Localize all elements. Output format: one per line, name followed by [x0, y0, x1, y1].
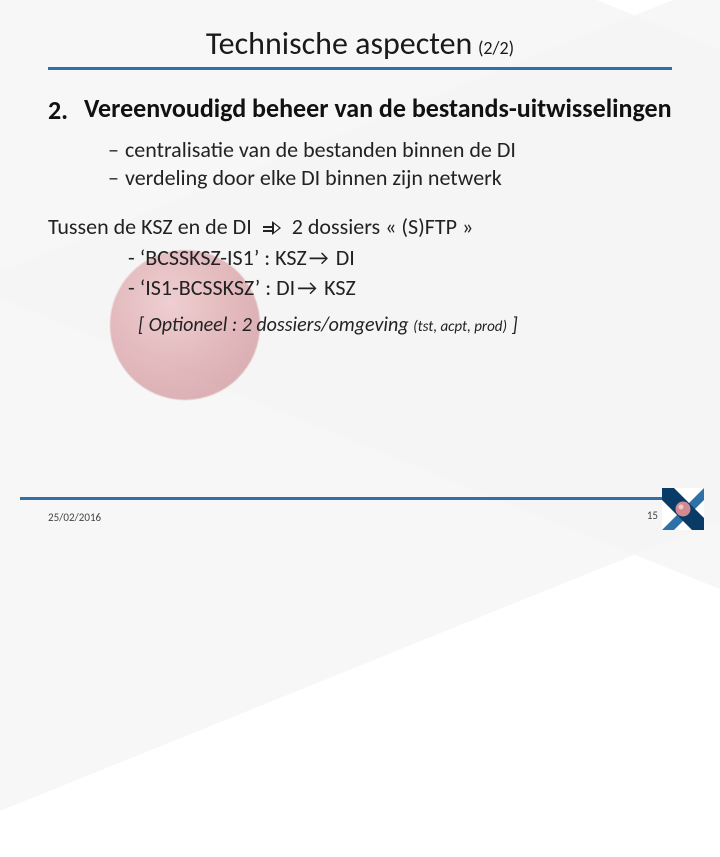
title-underline [48, 67, 672, 70]
bullet-text: verdeling door elke DI binnen zijn netwe… [125, 164, 502, 191]
slide-title: Technische aspecten [206, 24, 472, 63]
bullet-text: centralisatie van de bestanden binnen de… [125, 136, 516, 163]
footer-rule [20, 497, 698, 500]
list-item: –verdeling door elke DI binnen zijn netw… [108, 164, 672, 192]
arrow-right-outline-icon [263, 221, 281, 235]
body-line-1: - ‘BCSSKSZ-IS1’ : KSZ→ DI [128, 244, 672, 273]
body-line-2: - ‘IS1-BCSSKSZ’ : DI→ KSZ [128, 274, 672, 303]
list-item: –centralisatie van de bestanden binnen d… [108, 136, 672, 164]
footer-date: 25/02/2016 [48, 511, 101, 524]
slide-title-suffix: (2/2) [478, 37, 514, 59]
text-fragment: - ‘IS1-BCSSKSZ’ : DI [128, 274, 295, 301]
text-fragment: Tussen de KSZ en de DI [48, 213, 252, 240]
slide-content: Technische aspecten (2/2) 2. Vereenvoudi… [0, 0, 720, 337]
title-block: Technische aspecten (2/2) [48, 24, 672, 63]
optional-note: [ Optioneel : 2 dossiers/omgeving (tst, … [138, 313, 672, 337]
logo-icon [662, 488, 704, 530]
arrow-right-icon: → [297, 274, 317, 301]
section-number: 2. [48, 94, 74, 126]
section-heading: 2. Vereenvoudigd beheer van de bestands-… [48, 94, 672, 126]
body-line-lead: Tussen de KSZ en de DI 2 dossiers « (S)F… [48, 213, 672, 242]
page-number: 15 [647, 509, 658, 522]
bullet-list: –centralisatie van de bestanden binnen d… [108, 136, 672, 191]
text-fragment: [ Optioneel : 2 dossiers/omgeving [138, 313, 413, 337]
text-fragment: 2 dossiers « (S)FTP » [292, 213, 474, 240]
text-fragment-small: (tst, acpt, prod) [413, 318, 507, 336]
text-fragment: KSZ [319, 274, 356, 301]
text-fragment: - ‘BCSSKSZ-IS1’ : KSZ [128, 244, 307, 271]
arrow-right-icon: → [309, 244, 329, 271]
section-title: Vereenvoudigd beheer van de bestands-uit… [84, 94, 672, 124]
text-fragment: DI [331, 244, 355, 271]
footer: 25/02/2016 15 [0, 509, 720, 524]
text-fragment: ] [507, 313, 518, 337]
